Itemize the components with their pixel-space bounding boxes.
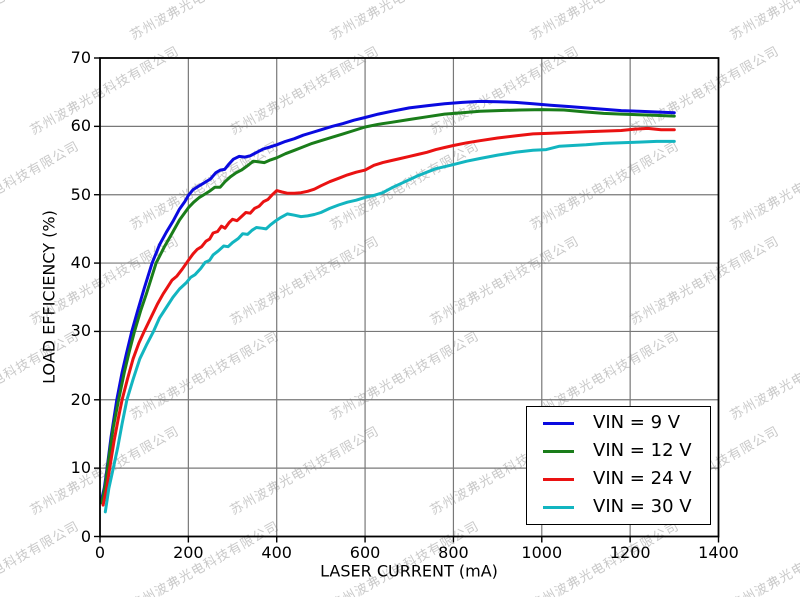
y-tick-label: 50: [70, 184, 91, 204]
plot-border: [99, 57, 720, 538]
x-tick-label: 0: [94, 543, 106, 562]
legend-swatch-vin-12v: [543, 449, 574, 453]
legend-label-vin-9v: VIN = 9 V: [593, 412, 681, 433]
x-tick-label: 1200: [609, 543, 651, 562]
series-line-1: [99, 99, 676, 503]
legend-row-vin-12v: VIN = 12 V: [527, 437, 710, 465]
y-axis-tick-labels: 0 10 20 30 40 50 60 70: [0, 0, 91, 597]
legend-swatch-vin-9v: [543, 421, 574, 425]
legend-swatch-vin-24v: [543, 477, 574, 481]
y-tick-label: 30: [70, 321, 91, 341]
legend-row-vin-30v: VIN = 30 V: [527, 493, 710, 521]
y-tick-label: 10: [70, 458, 91, 478]
y-tick-label: 70: [70, 48, 91, 67]
legend-label-vin-24v: VIN = 24 V: [593, 468, 692, 489]
series-line-2: [100, 108, 676, 505]
y-tick-label: 20: [70, 389, 91, 409]
legend-label-vin-12v: VIN = 12 V: [593, 440, 692, 461]
legend-swatch-vin-30v: [543, 505, 574, 509]
x-axis-tick-labels: 0 200 400 600 800 1000 1200 1400: [0, 543, 800, 565]
legend-row-vin-9v: VIN = 9 V: [527, 409, 710, 437]
legend-label-vin-30v: VIN = 30 V: [593, 496, 692, 517]
legend-row-vin-24v: VIN = 24 V: [527, 465, 710, 493]
x-tick-label: 1400: [698, 543, 739, 562]
y-axis-label: LOAD EFFICIENCY (%): [39, 210, 59, 384]
y-tick-label: 0: [80, 526, 91, 546]
x-tick-label: 600: [349, 543, 381, 562]
x-tick-label: 400: [261, 543, 292, 562]
y-tick-label: 40: [70, 253, 91, 273]
series-line-4: [103, 139, 676, 514]
x-tick-label: 200: [173, 543, 204, 562]
y-tick-label: 60: [70, 116, 91, 136]
series-line-3: [101, 126, 676, 507]
x-tick-label: 1000: [521, 543, 563, 562]
x-tick-label: 800: [438, 543, 469, 562]
x-axis-label: LASER CURRENT (mA): [320, 561, 498, 581]
legend: VIN = 9 V VIN = 12 V VIN = 24 V VIN = 30…: [526, 406, 711, 525]
